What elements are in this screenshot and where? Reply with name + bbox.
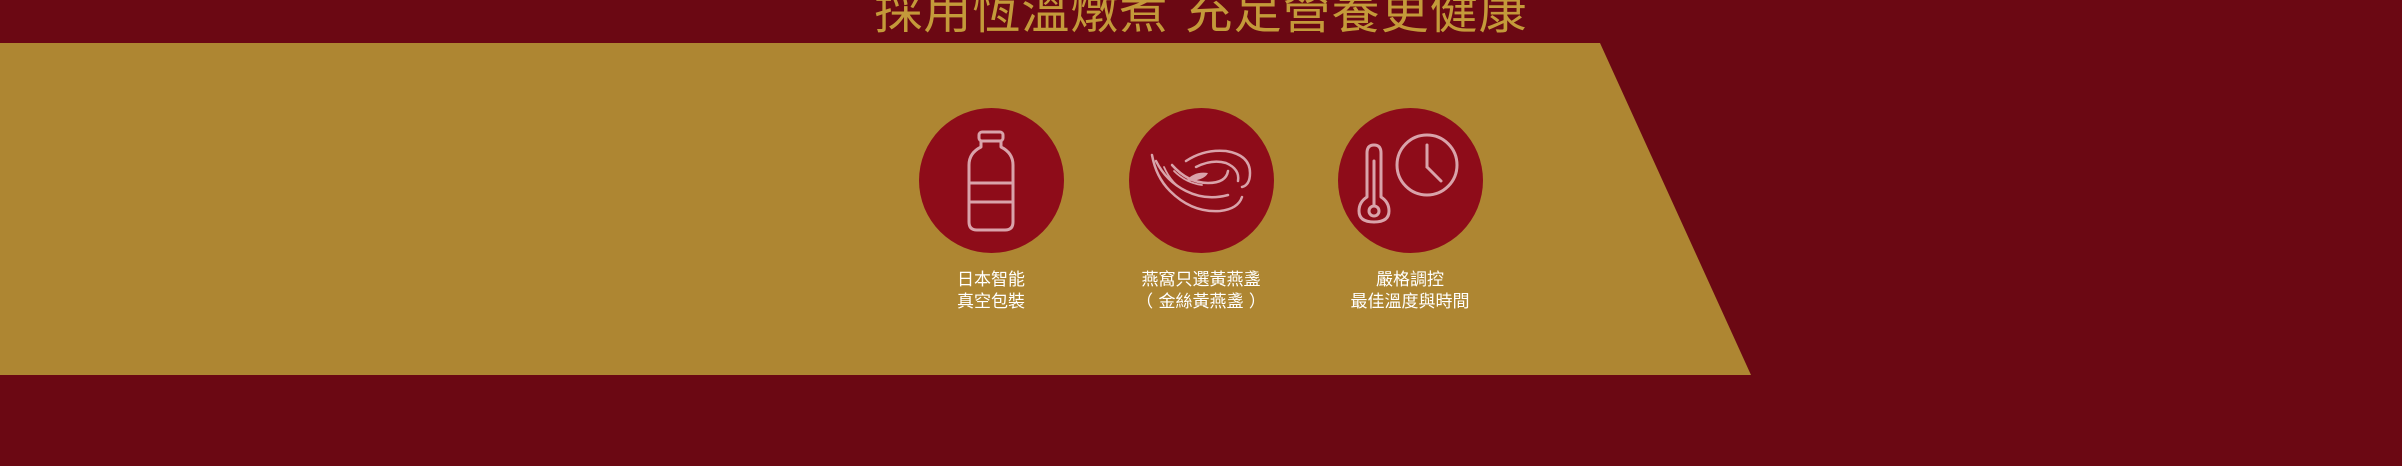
feature-birds-nest: 燕窩只選黃燕盞 （ 金絲黃燕盞 ） [1081,108,1321,313]
feature-label-line2: 最佳溫度與時間 [1350,292,1470,312]
feature-circle [1337,108,1483,253]
feature-label-line2: （ 金絲黃燕盞 ） [1136,292,1266,312]
feature-vacuum-packaging: 日本智能 真空包裝 [871,108,1111,313]
feature-label-line1: 日本智能 [957,270,1025,290]
feature-label: 日本智能 真空包裝 [871,269,1111,313]
feature-label: 嚴格調控 最佳溫度與時間 [1290,269,1530,313]
feature-label: 燕窩只選黃燕盞 （ 金絲黃燕盞 ） [1081,269,1321,313]
feature-label-line2: 真空包裝 [957,292,1025,312]
birds-nest-icon [1150,148,1252,212]
thermometer-clock-icon [1357,133,1459,223]
feature-temperature-time: 嚴格調控 最佳溫度與時間 [1290,108,1530,313]
bottle-icon [967,130,1015,231]
feature-circle [1128,108,1274,253]
feature-circle [918,108,1064,253]
feature-label-line1: 嚴格調控 [1376,270,1444,290]
feature-label-line1: 燕窩只選黃燕盞 [1141,270,1261,290]
page-headline: 採用恆溫燉煮 充足營養更健康 [874,0,1528,40]
